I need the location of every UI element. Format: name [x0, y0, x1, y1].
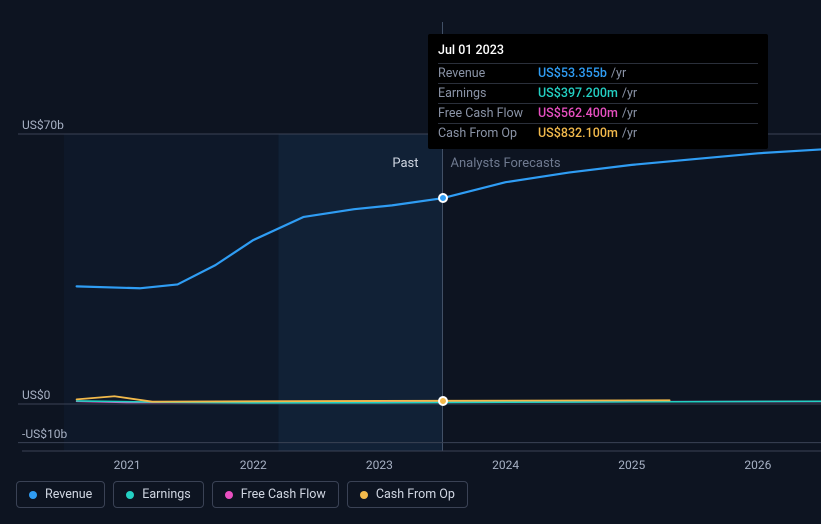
y-axis-label: US$0 — [22, 388, 50, 402]
tooltip-metric-value: US$562.400m — [538, 106, 618, 121]
legend-dot-icon — [126, 491, 134, 499]
x-axis-label: 2025 — [618, 458, 645, 472]
tooltip-metric-unit: /yr — [622, 106, 637, 121]
tooltip-date: Jul 01 2023 — [438, 40, 758, 63]
legend-dot-icon — [360, 491, 368, 499]
tooltip-metric-label: Free Cash Flow — [438, 106, 538, 121]
tooltip-metric-value: US$832.100m — [538, 126, 618, 141]
financials-chart: Jul 01 2023 RevenueUS$53.355b/yrEarnings… — [16, 16, 805, 508]
data-point-marker — [438, 396, 448, 406]
hover-tooltip: Jul 01 2023 RevenueUS$53.355b/yrEarnings… — [428, 34, 768, 149]
tooltip-metric-label: Revenue — [438, 66, 538, 81]
x-axis-label: 2026 — [744, 458, 771, 472]
past-region-label: Past — [392, 156, 418, 171]
forecast-region-label: Analysts Forecasts — [451, 156, 561, 171]
tooltip-metric-unit: /yr — [622, 126, 637, 141]
tooltip-metric-value: US$53.355b — [538, 66, 607, 81]
tooltip-row: Cash From OpUS$832.100m/yr — [438, 123, 758, 143]
legend-label: Free Cash Flow — [241, 487, 326, 502]
legend-dot-icon — [29, 491, 37, 499]
tooltip-metric-label: Cash From Op — [438, 126, 538, 141]
legend: Revenue Earnings Free Cash Flow Cash From O… — [16, 481, 468, 508]
x-axis-label: 2022 — [240, 458, 267, 472]
tooltip-metric-value: US$397.200m — [538, 86, 618, 101]
tooltip-row: RevenueUS$53.355b/yr — [438, 63, 758, 83]
legend-item-cfo[interactable]: Cash From Op — [347, 481, 468, 508]
x-axis-label: 2024 — [492, 458, 519, 472]
tooltip-row: EarningsUS$397.200m/yr — [438, 83, 758, 103]
legend-dot-icon — [225, 491, 233, 499]
legend-item-fcf[interactable]: Free Cash Flow — [212, 481, 339, 508]
legend-item-revenue[interactable]: Revenue — [16, 481, 105, 508]
data-point-marker — [438, 193, 448, 203]
legend-label: Earnings — [142, 487, 190, 502]
legend-label: Cash From Op — [376, 487, 455, 502]
tooltip-row: Free Cash FlowUS$562.400m/yr — [438, 103, 758, 123]
x-axis-label: 2021 — [114, 458, 141, 472]
y-axis-label: US$70b — [22, 118, 64, 132]
tooltip-metric-label: Earnings — [438, 86, 538, 101]
legend-item-earnings[interactable]: Earnings — [113, 481, 203, 508]
y-axis-label: -US$10b — [22, 427, 67, 441]
tooltip-metric-unit: /yr — [622, 86, 637, 101]
legend-label: Revenue — [45, 487, 92, 502]
tooltip-metric-unit: /yr — [611, 66, 626, 81]
x-axis-label: 2023 — [366, 458, 393, 472]
